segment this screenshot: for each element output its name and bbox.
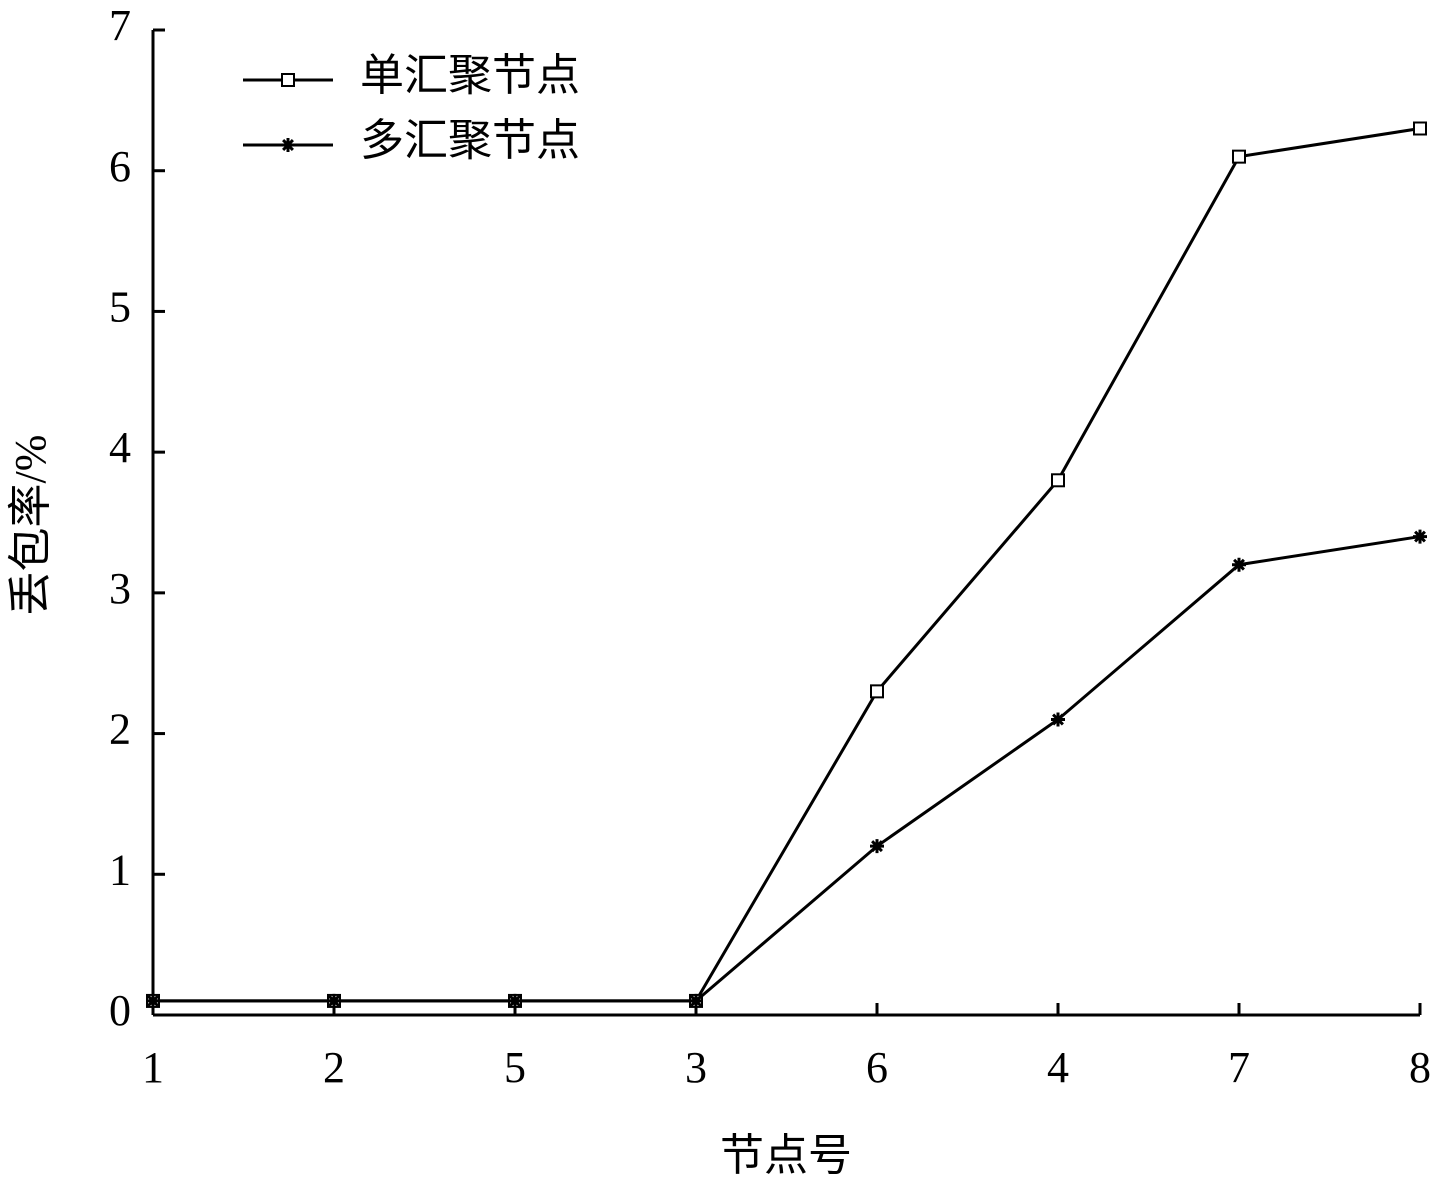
x-tick-label: 6 [866, 1043, 888, 1092]
y-tick-label: 2 [109, 705, 131, 754]
y-tick-label: 4 [109, 423, 131, 472]
legend-label: 单汇聚节点 [360, 51, 580, 100]
y-tick-label: 7 [109, 1, 131, 50]
series-line [153, 127, 1421, 1003]
x-tick-label: 2 [323, 1043, 345, 1092]
x-tick-label: 5 [504, 1043, 526, 1092]
marker [508, 993, 522, 1008]
marker [1051, 473, 1065, 488]
marker [146, 993, 160, 1008]
y-tick-label: 1 [109, 845, 131, 894]
marker [1413, 121, 1427, 136]
y-tick-label: 0 [109, 986, 131, 1035]
marker [281, 73, 295, 87]
marker [870, 839, 884, 854]
x-tick-label: 4 [1047, 1043, 1069, 1092]
marker [281, 138, 295, 152]
y-axis-label: 丢包率/% [6, 435, 55, 616]
marker [870, 684, 884, 699]
x-tick-label: 7 [1228, 1043, 1250, 1092]
x-tick-label: 3 [685, 1043, 707, 1092]
marker [689, 993, 703, 1008]
marker [1051, 712, 1065, 727]
legend-label: 多汇聚节点 [360, 116, 580, 165]
series-line [153, 535, 1421, 1003]
y-tick-label: 3 [109, 564, 131, 613]
marker [1232, 557, 1246, 572]
y-tick-label: 5 [109, 283, 131, 332]
x-axis-label: 节点号 [720, 1131, 852, 1180]
marker [1413, 529, 1427, 544]
y-tick-label: 6 [109, 142, 131, 191]
marker [327, 993, 341, 1008]
x-tick-label: 1 [142, 1043, 164, 1092]
marker [1232, 149, 1246, 164]
x-tick-label: 8 [1409, 1043, 1431, 1092]
